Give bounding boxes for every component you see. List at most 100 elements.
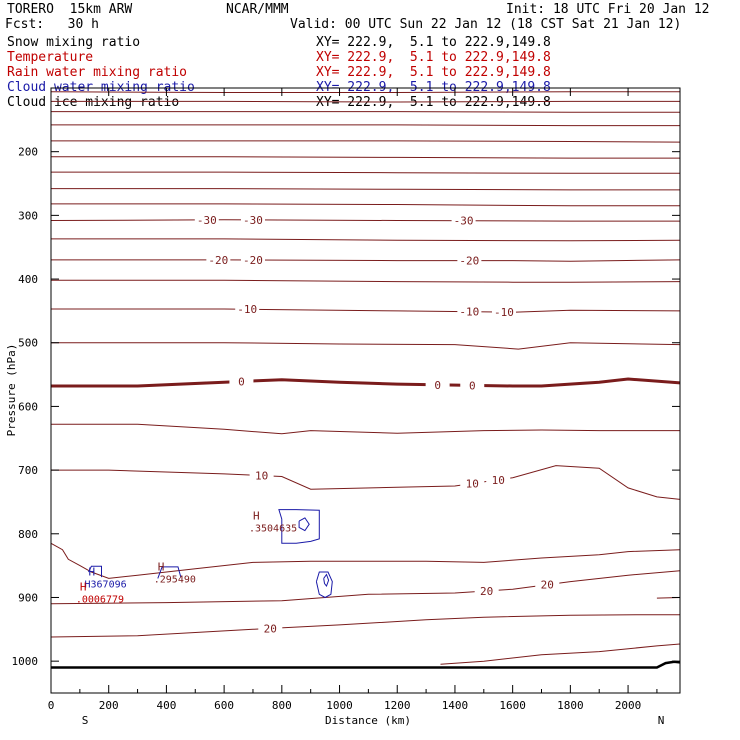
x-tick-label: 1400: [442, 699, 469, 712]
contour-label-bg: [240, 213, 265, 226]
ground-layer: [51, 660, 681, 669]
contour-label-bg: [486, 473, 511, 486]
isotherm-line: [51, 203, 680, 207]
isotherm-line: [51, 140, 681, 143]
x-tick-label: 400: [156, 699, 176, 712]
cloud-contour-layer: [88, 509, 333, 599]
isotherm-line: [51, 111, 680, 113]
isotherm-label: 0: [434, 379, 441, 392]
isotherm-line: [51, 342, 681, 350]
isotherm-label: -30: [197, 214, 217, 227]
max-marker-value: .3504635: [249, 523, 297, 534]
y-tick-label: 300: [18, 209, 38, 222]
y-axis-label: Pressure (hPa): [5, 344, 18, 437]
max-marker-symbol: H: [80, 581, 87, 594]
legend-rain-xy: XY= 222.9, 5.1 to 222.9,149.8: [316, 65, 551, 80]
x-tick-label: 200: [99, 699, 119, 712]
max-marker-value: H367096: [85, 579, 127, 590]
contour-label-bg: [240, 254, 265, 267]
cloud-water-contour: [88, 565, 102, 578]
x-axis-label: Distance (km): [325, 714, 411, 727]
isotherm-line: [51, 156, 680, 159]
y-tick-label: 800: [18, 528, 38, 541]
isotherm-label: -20: [208, 254, 228, 267]
forecast-hour: Fcst: 30 h: [5, 17, 99, 32]
contour-label-bg: [425, 378, 450, 391]
legend-temperature-xy: XY= 222.9, 5.1 to 222.9,149.8: [316, 50, 551, 65]
isotherm-line: [51, 238, 681, 242]
x-tick-label: 1000: [326, 699, 353, 712]
legend-cloud-ice-label: Cloud ice mixing ratio: [7, 95, 180, 110]
isotherm-label: 10: [492, 474, 505, 487]
contour-label-bg: [206, 253, 231, 266]
x-tick-label: 1200: [384, 699, 411, 712]
contour-label-bg: [535, 578, 560, 591]
x-tick-label: 0: [48, 699, 55, 712]
isotherm-label: -30: [243, 214, 263, 227]
isotherm-label: 0: [238, 375, 245, 388]
max-marker-value: .295490: [154, 574, 196, 585]
y-tick-label: 700: [18, 464, 38, 477]
y-tick-label: 400: [18, 273, 38, 286]
ground-surface-line: [51, 660, 681, 669]
x-tick-label: 2000: [615, 699, 642, 712]
cloud-water-contour: [315, 571, 333, 599]
isotherm-label: 20: [541, 579, 554, 592]
plot-frame: [50, 87, 681, 694]
model-title: TORERO 15km ARW: [7, 2, 133, 17]
isotherm-layer: [50, 91, 681, 665]
contour-label-bg: [457, 305, 482, 318]
contour-label-bg: [457, 254, 482, 267]
y-tick-label: 900: [18, 591, 38, 604]
contour-label-bg: [474, 584, 499, 597]
isotherm-label: -10: [459, 306, 479, 319]
isotherm-line: [51, 100, 680, 103]
cloud-water-contour: [298, 517, 310, 532]
cloud-water-contour: [157, 566, 182, 579]
contour-label-bg: [229, 375, 254, 388]
cloud-water-contour: [278, 509, 320, 544]
y-tick-label: 1000: [12, 655, 39, 668]
isotherm-line: [50, 614, 680, 638]
x-tick-label: 800: [272, 699, 292, 712]
max-marker-symbol: H: [89, 565, 96, 578]
isotherm-label: -20: [243, 254, 263, 267]
contour-label-bg: [249, 469, 274, 482]
isotherm-line: [51, 171, 680, 174]
isotherm-line: [51, 124, 680, 127]
isotherm-line: [51, 308, 681, 313]
legend-rain-label: Rain water mixing ratio: [7, 65, 188, 80]
valid-time: Valid: 00 UTC Sun 22 Jan 12 (18 CST Sat …: [290, 17, 682, 32]
init-time: Init: 18 UTC Fri 20 Jan 12: [506, 2, 710, 17]
isotherm-line: [51, 188, 680, 191]
isotherm-label: -30: [454, 215, 474, 228]
isotherm-line: [50, 91, 680, 93]
contour-label-bg: [258, 622, 283, 635]
isotherm-label: 10: [255, 470, 268, 483]
isotherm-line: [50, 219, 680, 222]
isotherm-label: 0: [469, 379, 476, 392]
axes-layer: 0 200 400 600 800 1000 1200 1400 1600 1800 2000200…: [5, 88, 680, 727]
max-marker-value: .0006779: [76, 595, 124, 606]
isotherm-line: [51, 279, 681, 283]
contour-label-layer: -30 -30 -30 -20 -20 -20 -10 -10 -10 0 0 0 10 10 10 20 20…: [194, 213, 560, 635]
isotherm-line: [51, 259, 681, 262]
isotherm-line: [51, 465, 681, 500]
y-tick-label: 600: [18, 400, 38, 413]
south-endpoint-label: S: [82, 714, 89, 727]
isotherm-line: [440, 643, 681, 665]
contour-label-bg: [451, 214, 476, 227]
contour-label-bg: [194, 213, 219, 226]
contour-label-bg: [235, 303, 260, 316]
north-endpoint-label: N: [658, 714, 665, 727]
organization-label: NCAR/MMM: [226, 2, 289, 17]
legend-snow-label: Snow mixing ratio: [7, 35, 141, 50]
max-marker-symbol: H: [158, 560, 165, 573]
contour-label-bg: [460, 477, 485, 490]
isotherm-line: [50, 542, 681, 579]
isotherm-label: -10: [494, 306, 514, 319]
isotherm-label: 20: [264, 622, 277, 635]
legend-cloud-ice-xy: XY= 222.9, 5.1 to 222.9,149.8: [316, 95, 551, 110]
cloud-water-contour: [323, 573, 330, 588]
